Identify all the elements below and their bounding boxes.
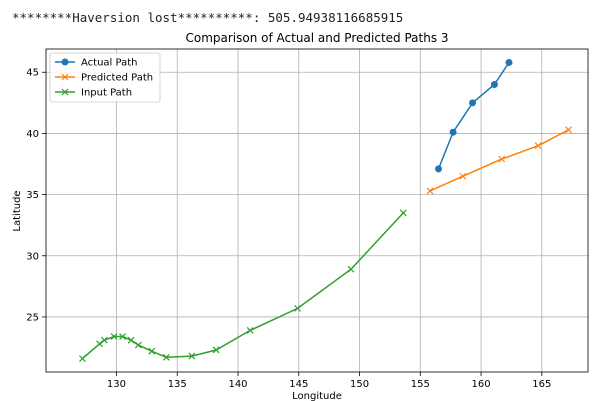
y-tick-label: 25 <box>26 312 39 323</box>
input-path-point <box>246 326 254 334</box>
actual-path-point <box>449 128 457 136</box>
input-path-series <box>79 209 407 362</box>
grid <box>46 49 588 372</box>
chart-title: Comparison of Actual and Predicted Paths… <box>185 31 448 45</box>
input-path-point <box>100 336 108 344</box>
x-tick-label: 165 <box>532 379 551 390</box>
x-tick-label: 140 <box>228 379 247 390</box>
axis-ticks: 130 135 140 145 150 155 160 165 25 30 35 40 45 <box>26 68 551 390</box>
x-tick-label: 135 <box>168 379 187 390</box>
legend-marker-actual-path <box>61 58 69 66</box>
actual-path-series <box>435 58 513 173</box>
input-path-point <box>212 346 220 354</box>
input-path-point <box>96 340 103 348</box>
input-path-point <box>134 341 142 349</box>
input-path-point <box>294 304 301 312</box>
input-path-point <box>347 265 355 273</box>
input-path-point <box>148 347 156 355</box>
actual-path-line <box>437 62 510 170</box>
x-tick-label: 155 <box>411 379 430 390</box>
series-group <box>79 58 572 362</box>
x-tick-label: 130 <box>107 379 126 390</box>
actual-path-point <box>435 165 443 173</box>
x-tick-label: 145 <box>289 379 308 390</box>
input-path-point <box>127 336 135 344</box>
y-axis-label: Latitude <box>12 190 23 231</box>
legend-box <box>49 52 161 103</box>
actual-path-point <box>490 80 498 88</box>
predicted-path-point <box>426 187 434 195</box>
input-path-point <box>188 352 196 360</box>
legend-label-input-path: Input Path <box>81 88 132 99</box>
actual-path-point <box>469 99 477 107</box>
predicted-path-point <box>498 155 506 163</box>
plot-area-frame <box>45 48 589 373</box>
legend: Actual Path Predicted Path Input Path <box>49 52 161 103</box>
predicted-path-point <box>459 172 467 180</box>
input-path-point <box>162 353 170 361</box>
legend-label-predicted-path: Predicted Path <box>81 73 153 84</box>
legend-marker-input-path <box>61 88 69 96</box>
y-tick-label: 40 <box>26 129 39 140</box>
x-tick-label: 150 <box>350 379 369 390</box>
console-output-line: ********Haversion lost**********: 505.94… <box>12 10 404 25</box>
input-path-point <box>119 333 126 340</box>
y-tick-label: 30 <box>26 251 39 262</box>
predicted-path-point <box>534 142 542 150</box>
actual-path-point <box>505 58 513 66</box>
input-path-point <box>79 355 86 362</box>
x-axis-label: Longitude <box>292 391 342 401</box>
predicted-path-series <box>426 126 572 195</box>
predicted-path-point <box>565 126 572 134</box>
y-tick-label: 35 <box>26 190 39 201</box>
y-tick-label: 45 <box>26 68 39 79</box>
legend-marker-predicted-path <box>61 73 69 81</box>
input-path-line <box>82 212 404 360</box>
input-path-point <box>110 333 118 340</box>
legend-label-actual-path: Actual Path <box>81 58 137 69</box>
x-tick-label: 160 <box>472 379 491 390</box>
input-path-point <box>399 209 407 217</box>
